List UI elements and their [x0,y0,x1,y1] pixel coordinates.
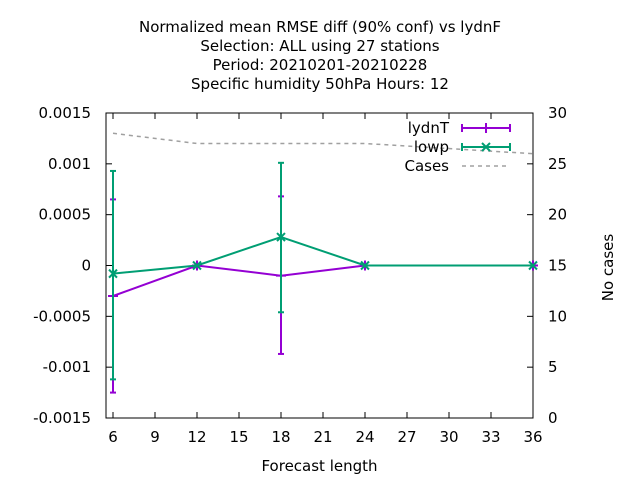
title-line-3: Period: 20210201-20210228 [213,56,428,74]
x-tick-label: 9 [150,428,160,446]
y-tick-label: 0.001 [48,155,91,173]
data-point [528,260,538,271]
y-axis: -0.0015 -0.001 -0.0005 0 0.0005 0.001 0.0015 [33,104,112,427]
data-point [192,260,202,271]
series-Cases [112,132,534,155]
y-tick-label: 0 [81,257,91,275]
legend-label-lydnT: lydnT [408,119,450,137]
x-tick-label: 33 [481,428,500,446]
x-tick-label: 18 [271,428,290,446]
y2-tick-label: 25 [548,155,567,173]
x-tick-label: 15 [229,428,248,446]
series-line-lowp [112,235,533,275]
data-point [276,232,286,242]
y-tick-label: -0.0005 [33,307,91,325]
y2-tick-label: 30 [548,104,567,122]
x-tick-label: 12 [187,428,206,446]
y2-tick-label: 5 [548,358,558,376]
chart-title: Normalized mean RMSE diff (90% conf) vs … [139,18,501,93]
series-line-Cases [112,132,534,155]
title-line-1: Normalized mean RMSE diff (90% conf) vs … [139,18,501,36]
title-line-2: Selection: ALL using 27 stations [200,37,439,55]
y2-tick-label: 15 [548,257,567,275]
y-tick-label: 0.0005 [39,206,92,224]
y-tick-label: 0.0015 [39,104,92,122]
x-axis: 6 9 12 15 18 21 24 27 30 33 36 [108,113,543,446]
series-lydnT [108,195,538,394]
y-tick-label: -0.001 [43,358,91,376]
y2-tick-label: 10 [548,307,567,325]
series-line-lydnT [112,264,533,297]
x-tick-label: 6 [108,428,118,446]
x-tick-label: 24 [355,428,374,446]
y2-axis: 0 5 10 15 20 25 30 [527,104,567,427]
series-layer [108,132,538,394]
y-tick-label: -0.0015 [33,409,91,427]
legend-label-lowp: lowp [414,138,449,156]
x-tick-label: 27 [397,428,416,446]
legend-marker [481,142,491,152]
x-tick-label: 21 [313,428,332,446]
y2-axis-label: No cases [599,234,617,302]
data-point [108,268,118,279]
x-tick-label: 30 [439,428,458,446]
y2-tick-label: 0 [548,409,558,427]
x-tick-label: 36 [523,428,542,446]
title-line-4: Specific humidity 50hPa Hours: 12 [191,75,449,93]
x-axis-label: Forecast length [261,457,377,475]
series-lowp [108,161,538,381]
data-point [360,260,370,271]
y2-tick-label: 20 [548,206,567,224]
legend-label-Cases: Cases [404,157,449,175]
